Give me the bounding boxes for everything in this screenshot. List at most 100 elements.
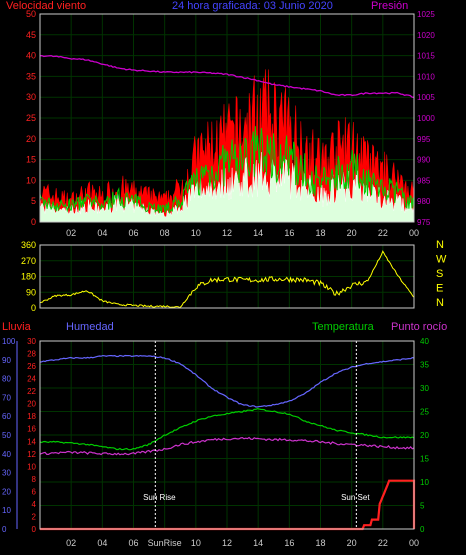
temp-ytick-4: 20 [420,431,429,440]
humidity-ytick-0: 0 [2,525,7,534]
pressure-label: Presión [371,0,408,12]
pressure-ytick-8: 1015 [417,52,435,61]
p1-xtick-0: 02 [66,228,76,238]
p3-frame [39,340,415,530]
humidity-ytick-9: 90 [2,356,11,365]
humidity-ytick-2: 20 [2,487,11,496]
sunset-label: Sun Set [341,493,370,502]
p1-xtick-11: 00 [409,228,419,238]
pressure-ytick-10: 1025 [417,10,435,19]
p3-xtick-7: 16 [284,538,294,548]
p1-xtick-8: 18 [315,228,325,238]
wind-speed-label: Velocidad viento [6,0,86,12]
p1-xtick-2: 06 [128,228,138,238]
wind-ytick-5: 25 [26,113,36,123]
temp-ytick-8: 40 [420,337,429,346]
wind-mid-series [39,126,415,215]
rain-ytick-11: 22 [27,387,36,396]
wind-ytick-1: 5 [31,196,36,206]
pressure-ytick-4: 995 [417,135,431,144]
p1-xtick-5: 12 [222,228,232,238]
humidity-label: Humedad [66,321,114,333]
p3-xtick-4: 10 [191,538,201,548]
rain-label: Lluvia [2,321,32,333]
p3-xtick-5: 12 [222,538,232,548]
humidity-ytick-10: 100 [2,337,16,346]
rain-ytick-5: 10 [27,462,36,471]
p3-xtick-2: 06 [128,538,138,548]
wind-ytick-9: 45 [26,30,36,40]
direction-ytick-4: 360 [21,240,36,250]
p1-xtick-7: 16 [284,228,294,238]
p1-xtick-1: 04 [97,228,107,238]
wind-direction-panel: 0 90 180 270 360 [21,240,415,313]
humidity-ytick-8: 80 [2,375,11,384]
p3-xtick-11: 00 [409,538,419,548]
humidity-series [39,354,415,408]
p1-xtick-3: 08 [160,228,170,238]
direction-ytick-2: 180 [21,272,36,282]
wind-gust-series [39,69,415,223]
temp-ytick-3: 15 [420,455,429,464]
pressure-series [40,55,415,98]
direction-ytick-0: 0 [31,303,36,313]
humidity-ytick-7: 70 [2,393,11,402]
humidity-ytick-5: 50 [2,431,11,440]
chart-date-label: 24 hora graficada: 03 Junio 2020 [172,0,333,12]
p1-xtick-4: 10 [191,228,201,238]
pressure-ytick-1: 980 [417,197,431,206]
direction-letter-2: S [436,268,443,280]
rain-ytick-3: 6 [32,487,37,496]
direction-letter-0: N [436,239,444,251]
p3-xtick-1: 04 [97,538,107,548]
direction-series [39,250,415,309]
temp-ytick-0: 0 [420,525,425,534]
temp-ytick-1: 5 [420,502,425,511]
humidity-ytick-1: 10 [2,506,11,515]
p3-xtick-10: 22 [378,538,388,548]
temperature-series [39,407,415,451]
rain-ytick-14: 28 [27,350,36,359]
p2-frame [39,244,415,309]
sunrise-label: Sun Rise [143,493,176,502]
temperature-label: Temperatura [312,321,375,333]
rain-ytick-15: 30 [27,337,36,346]
direction-letter-4: N [436,297,444,309]
p3-xtick-0: 02 [66,538,76,548]
p1-xtick-9: 20 [347,228,357,238]
direction-ytick-1: 90 [26,287,36,297]
rain-ytick-7: 14 [27,437,36,446]
wind-avg-series [39,152,415,223]
p3-xtick-3: SunRise [148,538,182,548]
dewpoint-series [39,436,415,456]
rain-ytick-9: 18 [27,412,36,421]
pressure-ytick-6: 1005 [417,93,435,102]
direction-letter-1: W [436,254,447,266]
rain-ytick-8: 16 [27,425,36,434]
direction-ytick-3: 270 [21,256,36,266]
rain-ytick-0: 0 [32,525,37,534]
pressure-ytick-3: 990 [417,156,431,165]
rain-ytick-12: 24 [27,375,36,384]
temp-ytick-5: 25 [420,408,429,417]
humidity-ytick-4: 40 [2,450,11,459]
rain-ytick-1: 2 [32,512,37,521]
dewpoint-label: Punto rocío [391,321,447,333]
pressure-ytick-0: 975 [417,218,431,227]
rain-ytick-10: 20 [27,400,36,409]
p3-xtick-9: 20 [347,538,357,548]
humidity-ytick-3: 30 [2,469,11,478]
pressure-ytick-2: 985 [417,176,431,185]
rain-ytick-2: 4 [32,500,37,509]
p3-xtick-6: 14 [253,538,263,548]
wind-ytick-8: 40 [26,51,36,61]
humidity-ytick-6: 60 [2,412,11,421]
p1-xtick-6: 14 [253,228,263,238]
rain-ytick-6: 12 [27,450,36,459]
temp-ytick-7: 35 [420,361,429,370]
p3-xtick-8: 18 [315,538,325,548]
wind-ytick-6: 30 [26,92,36,102]
wind-ytick-7: 35 [26,71,36,81]
